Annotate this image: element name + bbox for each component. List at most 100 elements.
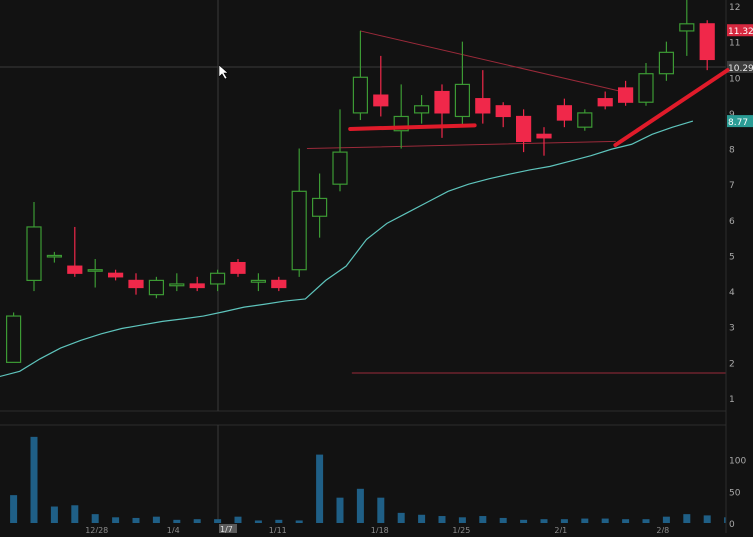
volume-tick-label: 100 [729, 457, 746, 467]
moving-average-line [0, 120, 694, 378]
cursor-layer: 1/7 [218, 64, 730, 534]
candle-body [230, 261, 246, 274]
price-tick-label: 10 [729, 74, 741, 84]
volume-bar [703, 515, 711, 523]
candle-body [67, 265, 83, 274]
volume-bar [520, 519, 528, 523]
last-price-label: 11.32 [728, 27, 753, 37]
candle-up [658, 41, 675, 81]
volume-bar [71, 505, 79, 523]
candle-body [638, 73, 654, 103]
volume-bar [438, 516, 446, 523]
axis-background [726, 0, 753, 533]
candle-body [169, 283, 185, 287]
candle-body [536, 133, 552, 139]
x-tick-label: 12/28 [85, 526, 108, 533]
volume-bar [581, 518, 589, 523]
volume-bar [458, 517, 466, 523]
volume-bar [316, 454, 324, 523]
annotation-line [613, 68, 730, 147]
volume-bars [10, 436, 732, 523]
volume-bar [377, 497, 385, 523]
x-tick-label: 1/18 [371, 526, 389, 533]
ma-value-label: 8.77 [728, 118, 748, 128]
candle-body [26, 226, 42, 281]
cursor-price-label: 10.29 [728, 64, 753, 74]
ma-value-label-bg [727, 115, 753, 128]
candle-down [67, 226, 83, 277]
trendline [306, 140, 616, 150]
trendline-layer [306, 30, 739, 374]
price-labels: 11.32 10.29 8.77 [727, 24, 753, 128]
volume-bar [91, 514, 99, 523]
trendline [359, 30, 623, 93]
cursor-price-label-bg [727, 60, 753, 73]
candle-body [189, 283, 205, 289]
candle-down [230, 259, 246, 277]
candle-up [312, 173, 328, 238]
volume-bar [560, 519, 568, 523]
candle-body [597, 98, 613, 107]
candle-up [250, 273, 266, 292]
candle-down [189, 276, 205, 292]
cursor-x-label: 1/7 [220, 525, 233, 533]
candle-up [352, 30, 368, 121]
price-tick-label: 9 [729, 110, 735, 120]
candle-body [148, 279, 164, 296]
candle-body [617, 87, 634, 103]
volume-bar [662, 516, 670, 523]
volume-bar [336, 497, 344, 523]
volume-bar [30, 436, 38, 523]
volume-bar [479, 516, 487, 523]
candle-body [107, 272, 124, 278]
candle-body [250, 279, 266, 283]
cursor-x-tag [219, 524, 237, 533]
x-tick-label: 1/11 [269, 526, 287, 533]
volume-bar [418, 514, 426, 523]
volume-bar [622, 519, 630, 523]
candle-body [699, 23, 715, 61]
annotation-line [348, 123, 477, 131]
candle-up [210, 269, 226, 292]
candle-body [414, 105, 430, 114]
candle-body [271, 279, 287, 289]
candle-up [414, 95, 430, 124]
candle-body [679, 23, 695, 32]
price-tick-label: 11 [729, 39, 740, 49]
candle-up [638, 63, 654, 106]
candle-body [454, 83, 470, 118]
candle-down [556, 98, 573, 128]
volume-bar [193, 519, 201, 523]
volume-bar [254, 520, 262, 523]
candle-body [332, 151, 348, 185]
x-tick-label: 2/8 [656, 526, 669, 533]
volume-bar [132, 517, 140, 523]
candle-down [434, 84, 450, 138]
price-tick-label: 12 [729, 3, 740, 13]
volume-bar [112, 517, 120, 523]
price-tick-label: 6 [729, 217, 735, 227]
volume-bar [540, 519, 548, 523]
candle-down [617, 80, 634, 106]
candle-down [107, 269, 124, 281]
candle-body [577, 112, 593, 128]
candle-body [291, 190, 307, 271]
grid-layer [0, 0, 726, 523]
volume-bar [683, 514, 691, 523]
candle-down [597, 91, 613, 110]
volume-tick-label: 50 [729, 488, 741, 498]
volume-bar [601, 518, 609, 523]
price-tick-label: 2 [729, 359, 735, 369]
price-tick-label: 3 [729, 324, 735, 334]
candle-up [454, 41, 470, 128]
candle-up [148, 276, 164, 299]
candle-body [312, 197, 328, 217]
candle-down [271, 276, 287, 292]
candle-up [679, 0, 695, 56]
candle-down [373, 55, 389, 117]
volume-bar [356, 488, 364, 523]
candle-up [26, 202, 42, 292]
